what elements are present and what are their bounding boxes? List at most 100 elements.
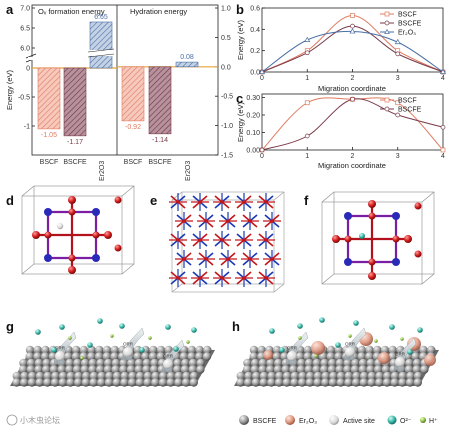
legend-marker [384, 106, 390, 112]
lattice-atom [182, 257, 186, 261]
oxygen-ion [269, 328, 275, 334]
surface-atom [25, 352, 34, 361]
legend-label: BSCF [398, 98, 417, 105]
lattice-atom [182, 219, 186, 223]
surface-atom [120, 371, 129, 381]
surface-atom [151, 378, 160, 387]
series-point [259, 147, 265, 153]
category-label: BSCF [124, 159, 143, 166]
bar-hyd-er2o3 [175, 61, 199, 68]
surface-atom [143, 371, 153, 381]
surface-atom [203, 345, 212, 355]
surface-atom [343, 365, 352, 374]
series-lines [258, 13, 447, 75]
legend-bscfe: BSCFE [253, 418, 277, 425]
surface-atom [95, 365, 105, 374]
surface-atom [266, 358, 275, 368]
y-tick-label: 6.0 [20, 46, 30, 53]
er2o3-legend-sphere [285, 415, 295, 425]
surface-atom [357, 345, 367, 355]
x-axis-title: Migration coordinate [318, 84, 386, 93]
y-axis-title: Energy (eV) [5, 69, 14, 110]
surface-atom [149, 345, 158, 355]
oxygen-ion [139, 347, 145, 353]
bar-hyd-bscf [121, 66, 145, 122]
lattice-atom [248, 219, 252, 223]
surface-atom [267, 371, 276, 381]
surface-atom [72, 345, 81, 355]
proton [374, 339, 378, 343]
lattice-atom [270, 257, 274, 261]
active-site [287, 351, 297, 361]
surface-atom [35, 371, 45, 381]
surface-atom [34, 365, 43, 374]
surface-atom [419, 345, 428, 355]
lattice-atom [264, 276, 268, 280]
oxygen-ion [389, 324, 395, 330]
oxygen-ion [335, 342, 341, 348]
surface-atom [297, 358, 306, 368]
y-tick-label: 0 [26, 66, 30, 73]
axis-ticks: 0 1 2 3 4 0.00 0.10 0.20 0.30 [246, 95, 445, 160]
surface-atom [290, 378, 299, 387]
panel-label-d: d [6, 193, 14, 208]
surface-atom [111, 365, 120, 374]
surface-atom [119, 365, 128, 374]
lattice-atom [176, 238, 180, 242]
surface-atom [344, 378, 353, 387]
surface-atom [365, 352, 374, 361]
surface-atom [196, 365, 205, 374]
oxygen-ion [87, 342, 93, 348]
surface-atom [427, 345, 436, 355]
surface-atom [89, 371, 99, 381]
surface-atom [189, 371, 199, 381]
surface-atom [411, 352, 420, 361]
surface-atom [143, 378, 152, 387]
y-tick-label: 0.10 [246, 130, 260, 137]
surface-atom [94, 352, 104, 361]
proton [186, 340, 190, 344]
surface-atom [321, 378, 330, 387]
y-tick-label: -0.5 [18, 95, 30, 102]
panel-a-bar-chart: a Oᵥ formation energy Hydration energy E… [5, 2, 233, 181]
surface-atom [282, 378, 291, 387]
surface-atom [305, 378, 315, 387]
legend-active-site: Active site [343, 418, 375, 425]
y-tick-label: -1.0 [221, 123, 233, 130]
surface-atom [267, 378, 276, 387]
x-tick-label: 3 [396, 75, 400, 82]
orr-label: ORR [287, 346, 298, 351]
panel-label-g: g [6, 319, 14, 334]
proton [400, 337, 404, 341]
legend-label: Er₂O₃ [398, 30, 416, 37]
surface-atom [127, 378, 137, 387]
surface-atom [319, 365, 329, 374]
surface-atom [158, 378, 168, 387]
proton [314, 354, 318, 358]
surface-atom [95, 345, 104, 355]
watermark-icon [6, 414, 18, 426]
surface-atom [250, 365, 260, 374]
panel-h-surface-illustration: h ORR ORR ORR [232, 317, 439, 387]
surface-atom [251, 378, 261, 387]
proton-legend-sphere [420, 417, 426, 423]
surface-atom [57, 365, 66, 374]
surface-atom [18, 365, 28, 374]
orr-label: ORR [395, 352, 406, 357]
surface-atom [405, 358, 414, 368]
lattice-atom [226, 219, 230, 223]
surface-atom [79, 345, 89, 355]
bar-value-label: -1.14 [152, 137, 168, 144]
surface-atom [303, 352, 312, 361]
surface-atom [259, 371, 269, 381]
surface-atom [327, 358, 337, 368]
surface-atom [64, 352, 73, 361]
surface-atom [102, 352, 111, 361]
surface-atom [42, 358, 51, 368]
surface-atom [351, 358, 360, 368]
surface-atom [156, 345, 166, 355]
series-point [304, 100, 310, 106]
surface-atom [66, 371, 75, 381]
surface-atom [249, 352, 258, 361]
surface-atom [66, 378, 75, 387]
